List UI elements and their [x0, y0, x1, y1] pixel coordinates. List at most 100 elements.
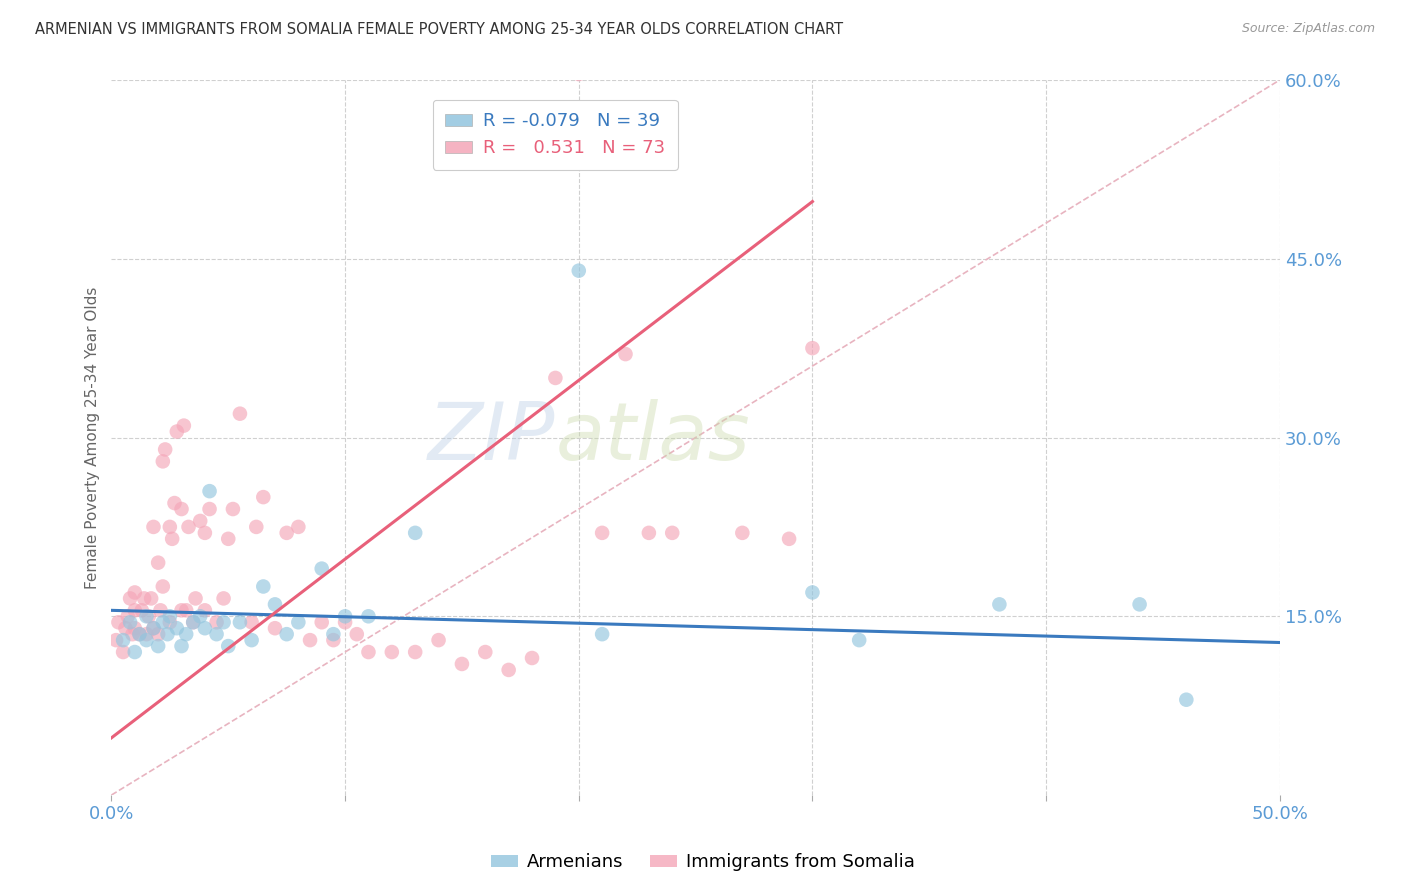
Point	[205, 627, 228, 641]
Point	[112, 633, 135, 648]
Point	[801, 585, 824, 599]
Point	[153, 442, 176, 457]
Point	[174, 627, 197, 641]
Point	[520, 651, 543, 665]
Point	[142, 621, 165, 635]
Point	[124, 645, 146, 659]
Point	[661, 525, 683, 540]
Point	[194, 525, 217, 540]
Point	[731, 525, 754, 540]
Point	[198, 484, 221, 499]
Point	[152, 454, 174, 468]
Point	[139, 591, 162, 606]
Point	[135, 627, 157, 641]
Point	[212, 591, 235, 606]
Point	[346, 627, 368, 641]
Point	[184, 591, 207, 606]
Point	[252, 490, 274, 504]
Point	[311, 615, 333, 630]
Point	[124, 585, 146, 599]
Point	[357, 645, 380, 659]
Point	[105, 633, 128, 648]
Point	[498, 663, 520, 677]
Point	[205, 615, 228, 630]
Point	[114, 621, 136, 635]
Point	[166, 621, 188, 635]
Text: ARMENIAN VS IMMIGRANTS FROM SOMALIA FEMALE POVERTY AMONG 25-34 YEAR OLDS CORRELA: ARMENIAN VS IMMIGRANTS FROM SOMALIA FEMA…	[35, 22, 844, 37]
Point	[181, 615, 204, 630]
Point	[112, 645, 135, 659]
Y-axis label: Female Poverty Among 25-34 Year Olds: Female Poverty Among 25-34 Year Olds	[86, 286, 100, 589]
Point	[120, 591, 142, 606]
Point	[135, 633, 157, 648]
Point	[848, 633, 870, 648]
Point	[152, 580, 174, 594]
Point	[988, 598, 1011, 612]
Point	[252, 580, 274, 594]
Point	[146, 627, 169, 641]
Point	[217, 532, 239, 546]
Point	[240, 615, 263, 630]
Point	[194, 603, 217, 617]
Point	[138, 609, 160, 624]
Point	[217, 639, 239, 653]
Point	[591, 525, 613, 540]
Point	[142, 621, 165, 635]
Point	[120, 615, 142, 630]
Point	[222, 502, 245, 516]
Point	[149, 603, 172, 617]
Point	[357, 609, 380, 624]
Legend: Armenians, Immigrants from Somalia: Armenians, Immigrants from Somalia	[484, 847, 922, 879]
Point	[245, 520, 267, 534]
Point	[1129, 598, 1152, 612]
Point	[276, 627, 298, 641]
Point	[124, 621, 146, 635]
Point	[544, 371, 567, 385]
Point	[117, 609, 139, 624]
Point	[170, 603, 193, 617]
Point	[142, 520, 165, 534]
Point	[166, 425, 188, 439]
Point	[128, 627, 150, 641]
Point	[107, 615, 129, 630]
Point	[152, 615, 174, 630]
Point	[591, 627, 613, 641]
Point	[177, 520, 200, 534]
Point	[333, 609, 356, 624]
Point	[427, 633, 450, 648]
Point	[287, 520, 309, 534]
Point	[159, 615, 181, 630]
Point	[381, 645, 404, 659]
Point	[404, 525, 426, 540]
Point	[311, 561, 333, 575]
Point	[146, 556, 169, 570]
Point	[159, 520, 181, 534]
Text: Source: ZipAtlas.com: Source: ZipAtlas.com	[1241, 22, 1375, 36]
Point	[264, 621, 287, 635]
Point	[287, 615, 309, 630]
Point	[322, 627, 344, 641]
Point	[229, 407, 252, 421]
Point	[194, 621, 217, 635]
Text: ZIP: ZIP	[427, 399, 555, 476]
Point	[568, 67, 591, 81]
Point	[801, 341, 824, 355]
Point	[121, 627, 143, 641]
Legend: R = -0.079   N = 39, R =   0.531   N = 73: R = -0.079 N = 39, R = 0.531 N = 73	[433, 100, 678, 170]
Point	[240, 633, 263, 648]
Point	[159, 609, 181, 624]
Point	[188, 609, 211, 624]
Point	[160, 532, 183, 546]
Point	[131, 603, 153, 617]
Point	[181, 615, 204, 630]
Point	[638, 525, 661, 540]
Point	[276, 525, 298, 540]
Point	[1175, 692, 1198, 706]
Point	[174, 603, 197, 617]
Point	[135, 609, 157, 624]
Point	[188, 514, 211, 528]
Point	[156, 627, 179, 641]
Point	[404, 645, 426, 659]
Point	[134, 591, 156, 606]
Point	[322, 633, 344, 648]
